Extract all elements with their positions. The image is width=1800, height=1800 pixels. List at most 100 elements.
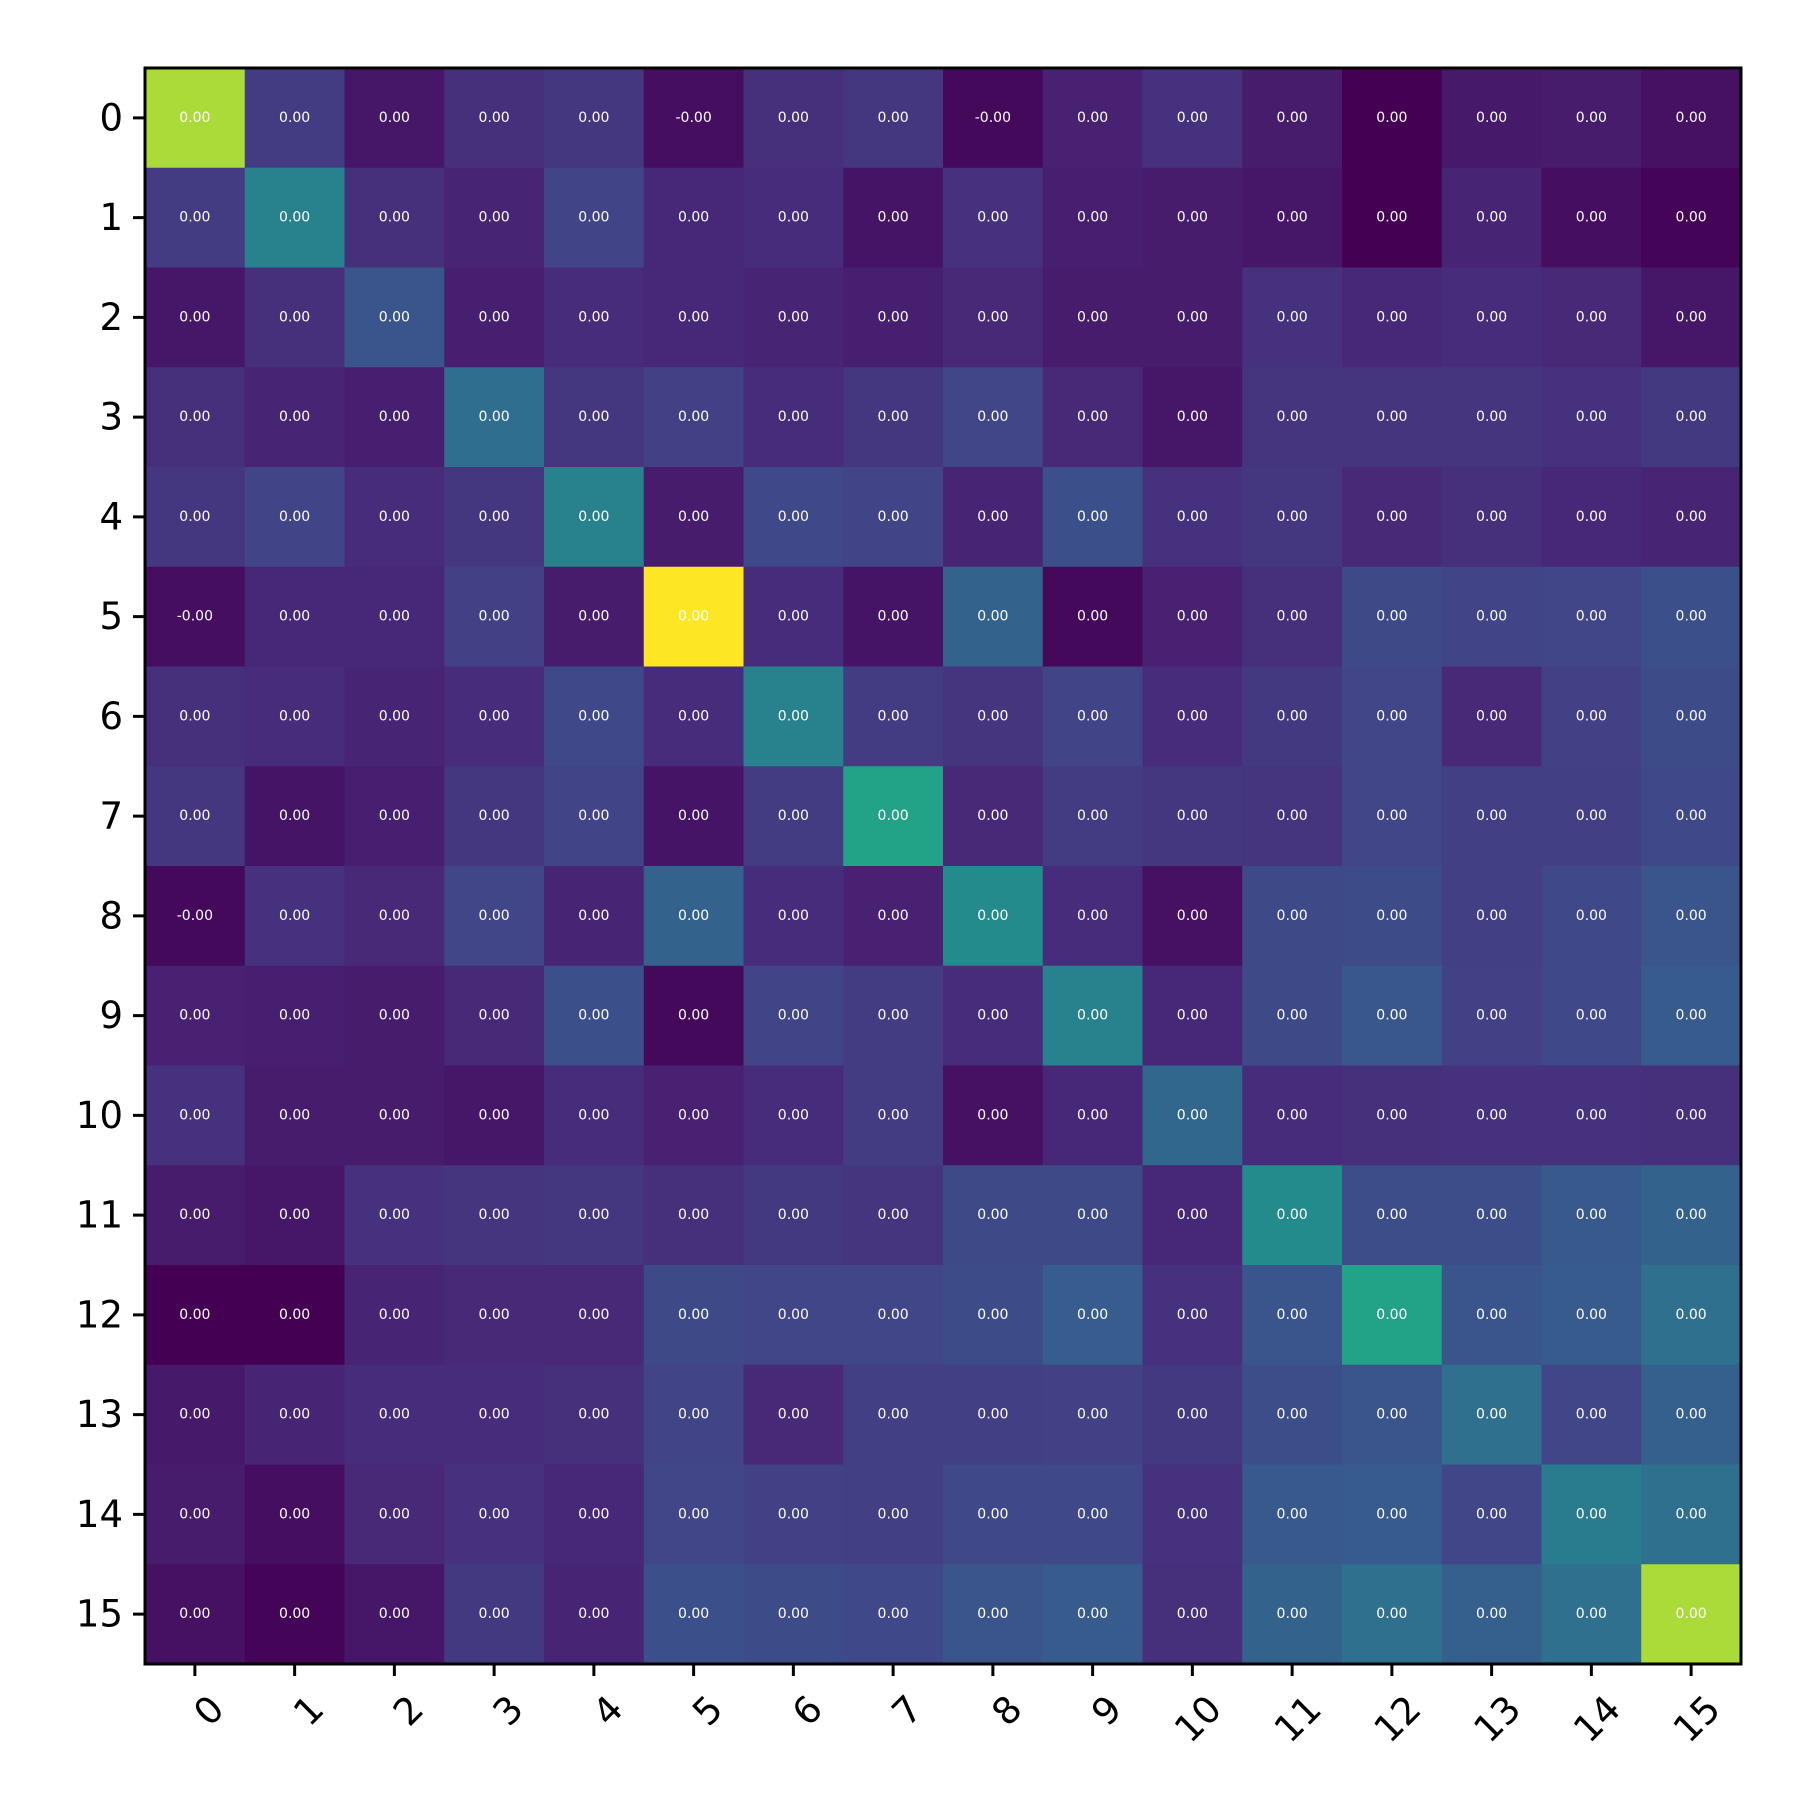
heatmap-cell-r13-c15 xyxy=(1641,1364,1742,1465)
heatmap-cell-r3-c4 xyxy=(544,367,645,468)
heatmap-cell-r15-c0 xyxy=(145,1564,246,1665)
heatmap-cell-r0-c9 xyxy=(1042,68,1143,169)
cell-value-label: 0.00 xyxy=(778,1008,809,1024)
y-tick-label: 10 xyxy=(76,1094,123,1137)
heatmap-cell-r2-c13 xyxy=(1441,267,1542,368)
cell-value-label: 0.00 xyxy=(878,609,909,625)
cell-value-label: 0.00 xyxy=(1476,309,1507,325)
heatmap-cell-r2-c1 xyxy=(244,267,345,368)
cell-value-label: 0.00 xyxy=(1077,509,1108,525)
heatmap-cell-r12-c15 xyxy=(1641,1265,1742,1366)
y-tick-label: 5 xyxy=(99,595,123,638)
cell-value-label: 0.00 xyxy=(678,1506,709,1522)
heatmap-cell-r8-c14 xyxy=(1541,866,1642,967)
cell-value-label: 0.00 xyxy=(379,1307,410,1323)
heatmap-cell-r10-c7 xyxy=(843,1065,944,1166)
heatmap-cell-r13-c9 xyxy=(1042,1364,1143,1465)
heatmap-cell-r12-c5 xyxy=(643,1265,744,1366)
heatmap-cell-r6-c5 xyxy=(643,666,744,767)
heatmap-cell-r1-c5 xyxy=(643,167,744,268)
cell-value-label: 0.00 xyxy=(1376,1107,1407,1123)
cell-value-label: 0.00 xyxy=(179,1506,210,1522)
cell-value-label: 0.00 xyxy=(279,1307,310,1323)
cell-value-label: 0.00 xyxy=(1476,1606,1507,1622)
cell-value-label: 0.00 xyxy=(1476,908,1507,924)
cell-value-label: 0.00 xyxy=(1476,1207,1507,1223)
cell-value-label: 0.00 xyxy=(778,409,809,425)
cell-value-label: 0.00 xyxy=(379,1506,410,1522)
heatmap-cell-r6-c2 xyxy=(344,666,445,767)
cell-value-label: 0.00 xyxy=(1277,708,1308,724)
heatmap-cell-r1-c12 xyxy=(1342,167,1443,268)
cell-value-label: 0.00 xyxy=(878,1606,909,1622)
cell-value-label: 0.00 xyxy=(1376,210,1407,226)
cell-value-label: 0.00 xyxy=(279,708,310,724)
cell-value-label: 0.00 xyxy=(578,210,609,226)
heatmap-cell-r7-c11 xyxy=(1242,766,1343,867)
cell-value-label: 0.00 xyxy=(977,708,1008,724)
cell-value-label: 0.00 xyxy=(878,808,909,824)
cell-value-label: 0.00 xyxy=(977,1107,1008,1123)
heatmap-cell-r12-c2 xyxy=(344,1265,445,1366)
heatmap-cell-r1-c15 xyxy=(1641,167,1742,268)
cell-value-label: 0.00 xyxy=(878,1506,909,1522)
heatmap-cell-r5-c2 xyxy=(344,566,445,667)
heatmap-cell-r8-c15 xyxy=(1641,866,1742,967)
cell-value-label: 0.00 xyxy=(1177,1307,1208,1323)
heatmap-cell-r11-c9 xyxy=(1042,1165,1143,1266)
heatmap-cell-r4-c5 xyxy=(643,467,744,568)
cell-value-label: 0.00 xyxy=(977,808,1008,824)
heatmap-cell-r4-c15 xyxy=(1641,467,1742,568)
cell-value-label: 0.00 xyxy=(1476,1107,1507,1123)
cell-value-label: 0.00 xyxy=(1376,908,1407,924)
cell-value-label: 0.00 xyxy=(1077,808,1108,824)
heatmap-cell-r3-c7 xyxy=(843,367,944,468)
heatmap-cell-r10-c6 xyxy=(743,1065,844,1166)
heatmap-cell-r14-c2 xyxy=(344,1464,445,1565)
heatmap-cell-r11-c8 xyxy=(943,1165,1044,1266)
cell-value-label: 0.00 xyxy=(778,808,809,824)
heatmap-cell-r5-c3 xyxy=(444,566,545,667)
heatmap-cell-r15-c12 xyxy=(1342,1564,1443,1665)
x-tick-label: 15 xyxy=(1665,1687,1729,1751)
cell-value-label: 0.00 xyxy=(1476,1008,1507,1024)
cell-value-label: 0.00 xyxy=(1676,808,1707,824)
heatmap-cell-r9-c7 xyxy=(843,965,944,1066)
heatmap-cell-r3-c9 xyxy=(1042,367,1143,468)
heatmap-cell-r13-c12 xyxy=(1342,1364,1443,1465)
cell-value-label: 0.00 xyxy=(1277,1107,1308,1123)
cell-value-label: 0.00 xyxy=(778,1407,809,1423)
heatmap-cell-r11-c15 xyxy=(1641,1165,1742,1266)
cell-value-label: 0.00 xyxy=(1077,1107,1108,1123)
heatmap-cell-r12-c11 xyxy=(1242,1265,1343,1366)
x-tick-label: 10 xyxy=(1166,1687,1230,1751)
heatmap-cell-r13-c13 xyxy=(1441,1364,1542,1465)
cell-value-label: 0.00 xyxy=(778,1506,809,1522)
cell-value-label: 0.00 xyxy=(1177,210,1208,226)
cell-value-label: 0.00 xyxy=(1177,1107,1208,1123)
cell-value-label: 0.00 xyxy=(578,509,609,525)
cell-value-label: 0.00 xyxy=(977,1606,1008,1622)
cell-value-label: 0.00 xyxy=(778,1606,809,1622)
heatmap-cell-r6-c10 xyxy=(1142,666,1243,767)
heatmap-cell-r4-c14 xyxy=(1541,467,1642,568)
heatmap-cell-r7-c3 xyxy=(444,766,545,867)
y-tick-label: 13 xyxy=(76,1393,123,1436)
heatmap-cell-r10-c3 xyxy=(444,1065,545,1166)
heatmap-cell-r3-c3 xyxy=(444,367,545,468)
heatmap-cell-r3-c0 xyxy=(145,367,246,468)
heatmap-cell-r12-c4 xyxy=(544,1265,645,1366)
cell-value-label: 0.00 xyxy=(379,1606,410,1622)
heatmap-cell-r4-c7 xyxy=(843,467,944,568)
cell-value-label: 0.00 xyxy=(1676,110,1707,126)
cell-value-label: 0.00 xyxy=(778,309,809,325)
cell-value-label: 0.00 xyxy=(678,210,709,226)
cell-value-label: 0.00 xyxy=(1177,1606,1208,1622)
heatmap-cell-r14-c1 xyxy=(244,1464,345,1565)
heatmap-cell-r6-c13 xyxy=(1441,666,1542,767)
heatmap-cell-r11-c12 xyxy=(1342,1165,1443,1266)
x-tick-label: 12 xyxy=(1366,1687,1430,1751)
cell-value-label: 0.00 xyxy=(1177,110,1208,126)
heatmap-cell-r13-c1 xyxy=(244,1364,345,1465)
cell-value-label: 0.00 xyxy=(1077,908,1108,924)
